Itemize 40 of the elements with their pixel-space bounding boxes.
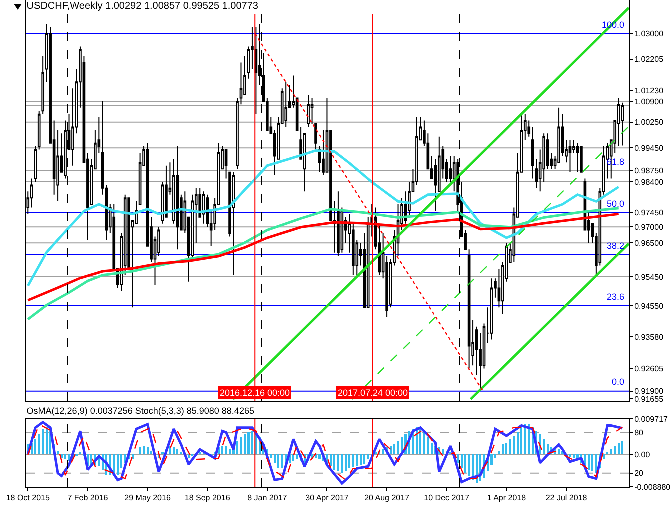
y-tick-label: 1.03000: [634, 30, 664, 39]
chart-title: OsMA(12,26,9) 0.0037256 Stoch(5,3,3) 85.9080 88.4265: [26, 406, 254, 416]
ref-line-label: 2016.12.16 00:00: [220, 388, 290, 398]
y-tick-label: 0.97000: [634, 222, 664, 232]
y-tick-label: 0.94550: [634, 302, 664, 311]
y-tick-label: 0.009717: [634, 414, 669, 424]
y-tick-label: 0.99450: [634, 144, 664, 153]
y-tick-label: 0.96500: [634, 238, 664, 248]
x-tick-label: 7 Feb 2016: [68, 494, 109, 503]
x-tick-label: 22 Jul 2018: [546, 494, 588, 503]
x-tick-label: 20 Aug 2017: [364, 494, 410, 503]
x-tick-label: 18 Sep 2016: [184, 494, 231, 503]
y-tick-label: 0.93580: [634, 333, 664, 342]
y-tick-label: 0.97450: [634, 208, 664, 218]
y-tick-label: 0.98400: [634, 178, 664, 187]
y-tick-label: -0.008880: [634, 482, 670, 492]
y-tick-label: 0.91900: [634, 387, 664, 396]
annotation: 50.0: [607, 199, 625, 209]
annotation: 23.6: [607, 292, 625, 302]
y-tick-label: 1.01230: [634, 86, 664, 96]
y-tick-label: 1.00900: [634, 97, 664, 106]
ref-line-label: 2017.07.24 00:00: [338, 388, 408, 398]
x-tick-label: 18 Oct 2015: [6, 494, 50, 503]
y2-tick-label: 20: [634, 469, 644, 478]
x-tick-label: 30 Apr 2017: [306, 494, 350, 503]
y-tick-label: 0.98750: [634, 166, 664, 176]
y-tick-label: 1.02205: [634, 55, 664, 64]
x-tick-label: 29 May 2016: [124, 494, 172, 503]
y-tick-label: 0.95450: [634, 272, 664, 282]
y2-tick-label: 80: [634, 428, 644, 438]
annotation: 0.0: [612, 377, 625, 387]
y-tick-label: 1.00250: [634, 118, 664, 128]
chart-title: USDCHF,Weekly 1.00292 1.00857 0.99525 1.00773: [26, 1, 259, 12]
y-tick-label: 0.92605: [634, 364, 664, 374]
annotation: 38.2: [607, 241, 625, 251]
y-tick-label: 0.91655: [634, 395, 664, 404]
x-tick-label: 1 Apr 2018: [487, 494, 527, 503]
x-tick-label: 10 Dec 2017: [424, 494, 470, 503]
y-tick-label: 0.00: [634, 450, 651, 460]
x-tick-label: 8 Jan 2017: [248, 494, 288, 503]
